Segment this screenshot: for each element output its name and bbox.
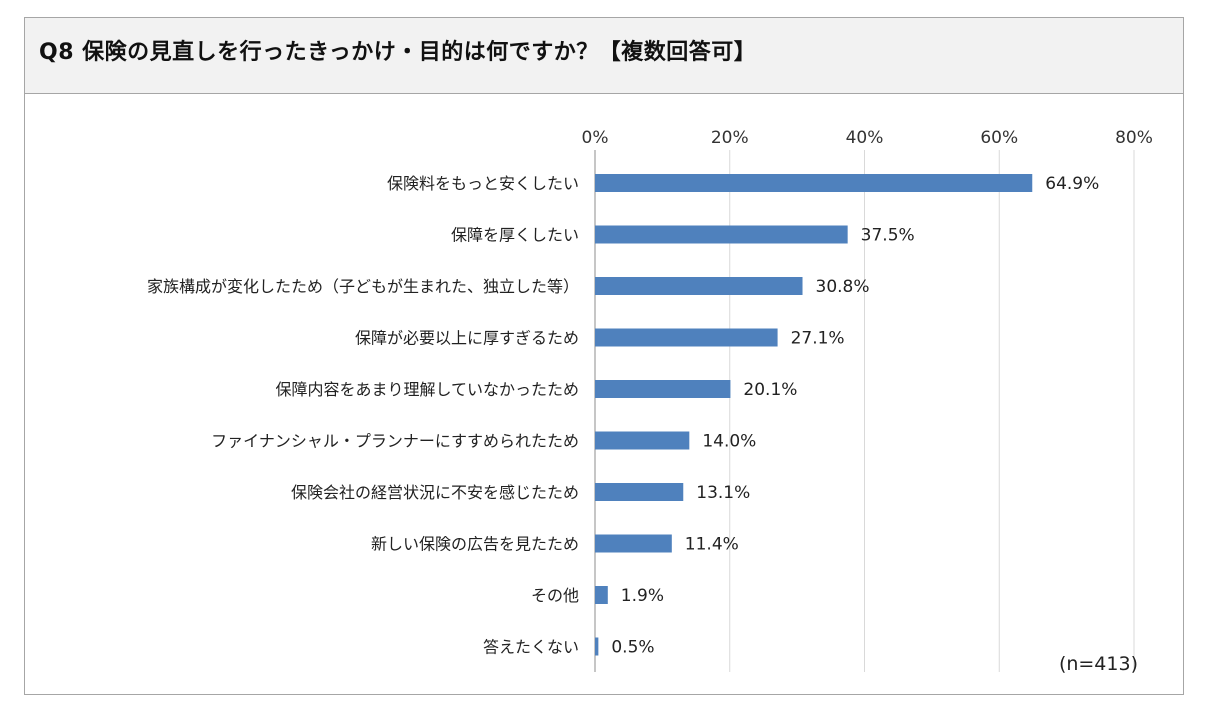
- data-label: 30.8%: [816, 277, 870, 297]
- title-bar: Q8 保険の見直しを行ったきっかけ・目的は何ですか？【複数回答可】: [25, 18, 1183, 94]
- category-label: その他: [531, 586, 579, 605]
- bar: [595, 174, 1033, 192]
- x-tick-label: 80%: [1115, 128, 1153, 148]
- x-tick-label: 40%: [846, 128, 884, 148]
- x-tick-label: 20%: [711, 128, 749, 148]
- bar: [595, 225, 848, 244]
- category-label: 保障内容をあまり理解していなかったため: [275, 380, 579, 399]
- x-tick-label: 60%: [980, 128, 1018, 148]
- sample-size-note: (n=413): [1059, 653, 1138, 675]
- category-label: 答えたくない: [483, 638, 579, 657]
- chart-title: Q8 保険の見直しを行ったきっかけ・目的は何ですか？【複数回答可】: [39, 40, 757, 65]
- x-tick-label: 0%: [582, 128, 609, 148]
- category-label: 保障が必要以上に厚すぎるため: [355, 329, 579, 348]
- data-label: 11.4%: [685, 535, 739, 555]
- data-label: 20.1%: [743, 380, 797, 400]
- category-label: ファイナンシャル・プランナーにすすめられたため: [211, 432, 579, 451]
- category-label: 保険料をもっと安くしたい: [387, 174, 579, 193]
- category-label: 保障を厚くしたい: [451, 226, 579, 245]
- data-label: 64.9%: [1045, 174, 1099, 194]
- data-label: 37.5%: [861, 226, 915, 246]
- bar: [595, 328, 778, 347]
- bar: [595, 380, 731, 398]
- data-label: 13.1%: [696, 483, 750, 503]
- bar: [595, 431, 690, 450]
- bar: [595, 586, 608, 604]
- data-label: 0.5%: [611, 638, 654, 658]
- category-label: 家族構成が変化したため（子どもが生まれた、独立した等）: [147, 277, 579, 296]
- bar: [595, 483, 684, 501]
- category-label: 新しい保険の広告を見たため: [371, 535, 579, 554]
- bar: [595, 277, 803, 295]
- bar: [595, 637, 599, 656]
- data-label: 27.1%: [791, 329, 845, 349]
- data-label: 14.0%: [702, 432, 756, 452]
- chart-frame: Q8 保険の見直しを行ったきっかけ・目的は何ですか？【複数回答可】: [24, 17, 1184, 695]
- bar: [595, 534, 672, 553]
- data-label: 1.9%: [621, 586, 664, 606]
- category-label: 保険会社の経営状況に不安を感じたため: [291, 483, 579, 502]
